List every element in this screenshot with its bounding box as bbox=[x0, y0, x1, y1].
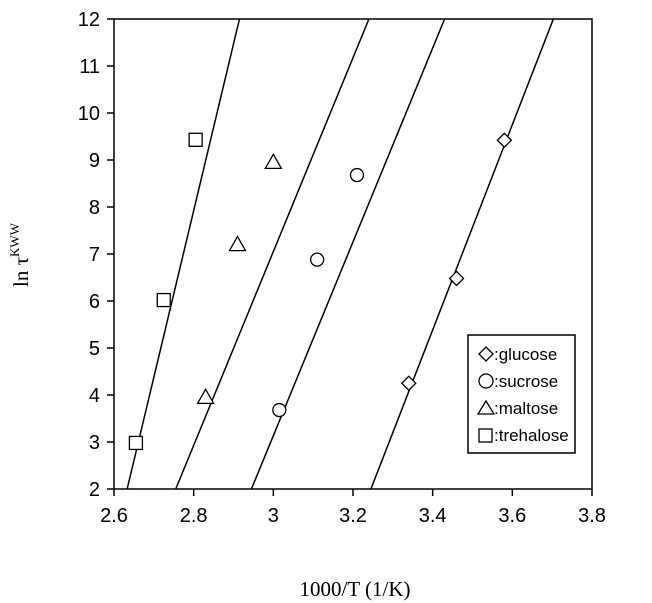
legend-item-glucose: :glucose bbox=[478, 345, 557, 364]
legend-label-sucrose: :sucrose bbox=[494, 372, 558, 391]
legend-item-sucrose: :sucrose bbox=[478, 372, 558, 391]
x-tick-label: 3.8 bbox=[578, 505, 606, 527]
fit-line-sucrose bbox=[250, 18, 446, 490]
y-tick-label: 4 bbox=[89, 385, 100, 407]
y-tick-label: 11 bbox=[79, 56, 100, 78]
x-tick-label: 2.6 bbox=[100, 505, 128, 527]
data-point-glucose bbox=[400, 375, 417, 392]
square-marker-icon bbox=[478, 428, 493, 443]
y-tick-label: 7 bbox=[89, 244, 100, 266]
legend-label-trehalose: :trehalose bbox=[494, 426, 569, 445]
legend-box bbox=[467, 334, 576, 454]
legend-item-maltose: :maltose bbox=[476, 399, 558, 418]
data-point-sucrose bbox=[309, 252, 325, 267]
y-axis-title-main: ln τ bbox=[9, 257, 33, 287]
x-tick-label: 3.2 bbox=[339, 505, 367, 527]
fit-line-trehalose bbox=[126, 18, 241, 490]
y-axis-title: ln τKWW bbox=[7, 222, 33, 287]
x-tick-label: 2.8 bbox=[180, 505, 208, 527]
data-points bbox=[128, 132, 513, 451]
y-tick-label: 5 bbox=[89, 338, 100, 360]
x-tick-label: 3.4 bbox=[419, 505, 447, 527]
legend: :glucose :sucrose :maltose :trehalose bbox=[467, 334, 576, 454]
y-tick-label: 6 bbox=[89, 291, 100, 313]
data-point-glucose bbox=[496, 132, 513, 149]
svg-text:ln τKWW: ln τKWW bbox=[7, 222, 33, 287]
fit-line-maltose bbox=[175, 18, 370, 490]
data-point-trehalose bbox=[128, 435, 144, 451]
y-tick-label: 8 bbox=[89, 197, 100, 219]
y-tick-label: 3 bbox=[89, 432, 100, 454]
data-point-glucose bbox=[448, 270, 465, 287]
data-point-maltose bbox=[228, 235, 247, 252]
data-point-sucrose bbox=[272, 402, 287, 418]
y-tick-label: 10 bbox=[78, 103, 100, 125]
data-point-maltose bbox=[264, 153, 283, 169]
data-point-sucrose bbox=[349, 167, 365, 183]
y-tick-label: 12 bbox=[78, 9, 100, 31]
legend-item-trehalose: :trehalose bbox=[478, 426, 569, 445]
diamond-marker-icon bbox=[478, 346, 494, 362]
fit-line-glucose bbox=[370, 18, 555, 490]
axis-ticks: 2.6 2.8 3 3.2 3.4 3.6 3.8 2 3 4 5 6 7 8 9 10 11 12 bbox=[78, 9, 606, 527]
y-tick-label: 9 bbox=[89, 150, 100, 172]
x-tick-label: 3 bbox=[268, 505, 279, 527]
triangle-marker-icon bbox=[476, 399, 496, 415]
legend-label-glucose: :glucose bbox=[494, 345, 557, 364]
data-point-maltose bbox=[196, 388, 215, 404]
x-axis-title: 1000/T (1/K) bbox=[299, 577, 410, 601]
legend-label-maltose: :maltose bbox=[494, 399, 558, 418]
data-point-trehalose bbox=[188, 132, 203, 147]
circle-marker-icon bbox=[478, 373, 494, 389]
data-point-trehalose bbox=[156, 292, 171, 308]
fit-lines bbox=[126, 18, 555, 490]
y-axis-title-sup: KWW bbox=[7, 222, 22, 257]
x-tick-label: 3.6 bbox=[498, 505, 526, 527]
y-tick-label: 2 bbox=[89, 479, 100, 501]
